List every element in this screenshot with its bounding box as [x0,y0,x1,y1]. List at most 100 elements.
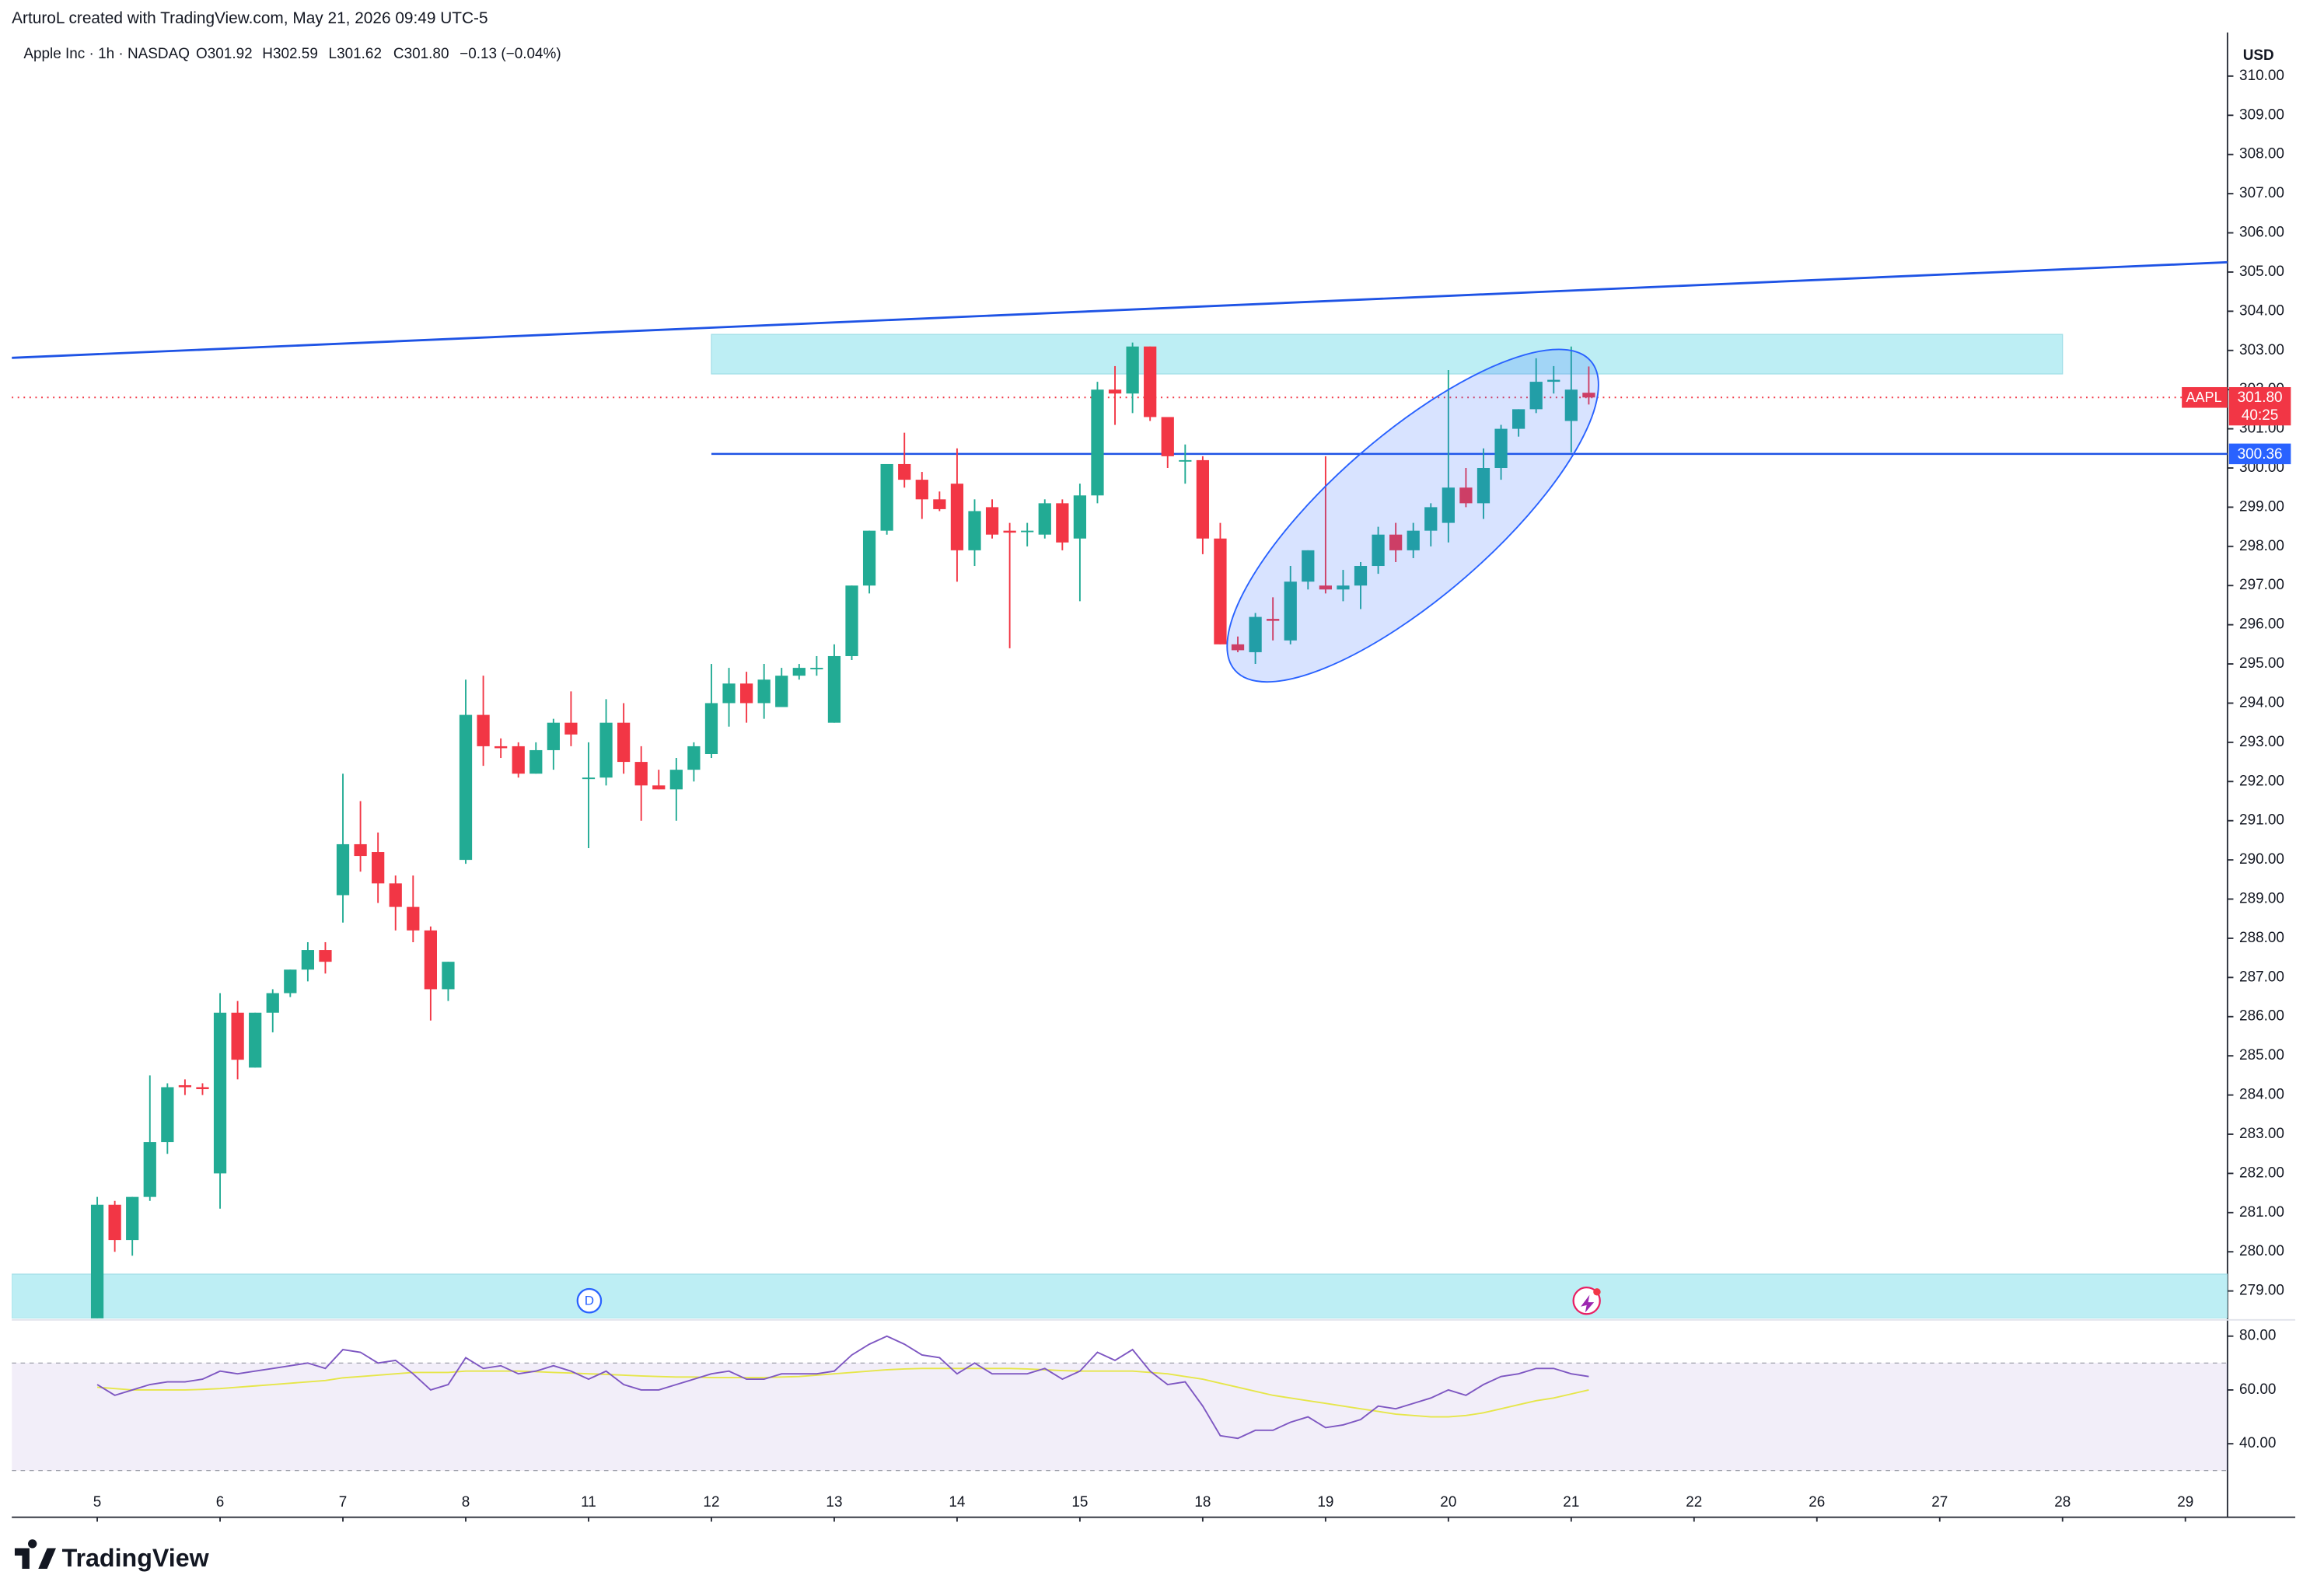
hline-label-box [2228,443,2291,465]
candle-body [1144,346,1157,417]
candle-body [1529,382,1543,410]
x-tick-label: 28 [2054,1494,2071,1510]
candle-body [1494,428,1508,468]
y-tick-label: 296.00 [2239,616,2284,633]
candle-body [1582,393,1595,398]
candle-body [669,770,683,790]
candle-body [1038,503,1051,535]
candle-body [196,1087,209,1090]
y-tick-label: 303.00 [2239,342,2284,358]
candle-body [126,1196,139,1241]
candle-body [1179,459,1192,462]
rsi-y-tick-label: 40.00 [2239,1435,2276,1451]
candle-body [1337,585,1350,590]
x-tick-label: 13 [826,1494,842,1510]
x-tick-label: 15 [1071,1494,1088,1510]
ellipse-drawing [1226,348,1599,683]
candle-body [372,852,385,884]
candle-body [529,749,543,774]
candle-body [845,585,858,656]
rsi-pane [12,1335,2228,1472]
last-price-label: 301.80 [2238,389,2283,406]
candle-body [213,1012,227,1174]
y-tick-label: 305.00 [2239,264,2284,280]
dividend-marker [576,1287,603,1314]
legend-change: −0.13 (−0.04%) [460,46,561,62]
x-tick-label: 11 [581,1494,596,1510]
candle-body [1003,530,1016,533]
legend-open: O301.92 [196,46,253,62]
candle-body [1389,534,1403,550]
y-tick-label: 292.00 [2239,773,2284,789]
y-tick-label: 279.00 [2239,1283,2284,1299]
x-tick-label: 7 [339,1494,348,1510]
candle-body [442,962,455,990]
candle-body [582,777,596,780]
candle-body [1126,346,1139,394]
candle-body [1511,409,1525,429]
candle-body [1477,467,1490,504]
candle-body [862,530,876,586]
x-tick-label: 12 [703,1494,719,1510]
candle-body [1284,581,1297,641]
candle-body [1056,503,1069,543]
candle-body [1424,507,1438,531]
candle-body [1196,459,1210,539]
y-tick-label: 290.00 [2239,851,2284,868]
candle-body [985,507,999,535]
candle-body [827,655,841,723]
candle-body [231,1012,244,1060]
dividend-label: D [585,1294,594,1308]
candle-body [1372,534,1385,567]
event-icon-bolt [1581,1294,1595,1313]
attribution: ArturoL created with TradingView.com, Ma… [12,9,488,27]
candle-body [1249,616,1262,652]
rsi-y-tick-label: 80.00 [2239,1328,2276,1344]
candle-body [1547,379,1560,382]
x-tick-label: 18 [1194,1494,1211,1510]
trendline [12,260,2228,359]
x-tick-label: 29 [2177,1494,2193,1510]
candle-body [880,463,893,531]
candle-body [143,1142,156,1197]
candle-body [1354,566,1368,586]
brand-logo [14,1539,57,1570]
candle-body [108,1204,121,1241]
y-tick-label: 295.00 [2239,655,2284,672]
candle-body [319,950,332,962]
candle-body [1108,389,1122,394]
candle-body [178,1084,192,1088]
price-pane [12,260,2228,1318]
symbol-label-box [2182,386,2228,408]
x-tick-label: 14 [949,1494,965,1510]
candle-body [950,484,964,550]
candle-body [792,668,806,676]
candle-body [915,480,928,500]
candle-body [1267,619,1280,621]
candle-body [933,499,946,509]
candle-body [599,722,613,778]
candle-body [1564,389,1578,421]
y-tick-label: 310.00 [2239,68,2284,84]
candle-body [336,843,350,896]
symbol-title: Apple Inc · 1h · NASDAQ [23,46,190,62]
candle-body [1319,585,1332,590]
y-tick-label: 304.00 [2239,302,2284,319]
currency: USD [2243,47,2274,64]
zone [711,334,2064,375]
candle-body [459,714,473,861]
candle-body [1161,417,1174,456]
candle-body [301,950,315,970]
candle-body [1442,487,1455,523]
candle-body [652,785,666,790]
candle-body [512,746,525,774]
candle-body [810,668,823,669]
axes: 279.00 280.00 281.00 282.00 283.00 284.00 285.… [93,68,2291,1522]
candle-body [389,883,402,907]
candle-body [90,1204,104,1318]
candle-body [1073,495,1087,539]
x-tick-label: 20 [1440,1494,1456,1510]
y-tick-label: 283.00 [2239,1126,2284,1142]
candle-body [1302,550,1315,582]
